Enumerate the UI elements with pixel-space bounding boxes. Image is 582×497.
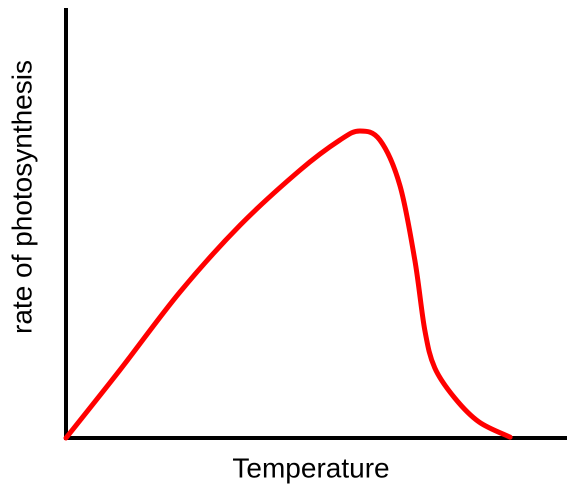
x-axis-label: Temperature: [232, 452, 389, 483]
line-series: [63, 128, 513, 441]
y-axis-label: rate of photosynthesis: [6, 60, 37, 334]
